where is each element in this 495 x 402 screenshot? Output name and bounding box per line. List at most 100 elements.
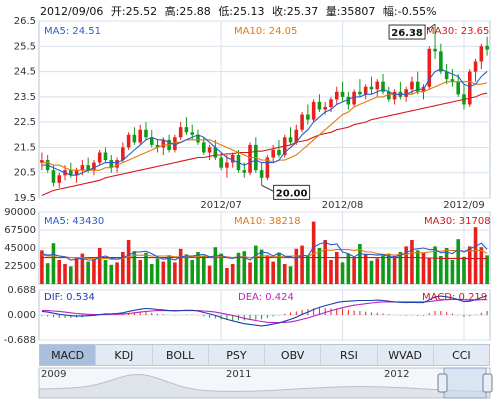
volume-panel: 90000 67500 45000 22500 MA5: 43430 MA10: 3821… [4,207,491,285]
volume-bar [392,256,397,284]
volume-bar [184,254,189,284]
candle-body [207,147,212,153]
candle-body [288,137,293,143]
candle-body [467,71,472,105]
tab-kdj[interactable]: KDJ [96,345,153,365]
tab-cci[interactable]: CCI [452,348,471,362]
volume-bar [277,252,281,284]
volume-bar [369,260,374,284]
price-plot-area [38,20,491,199]
price-panel: 26.5 25.5 24.5 23.5 22.5 21.5 20.5 19.5 2012/07 2… [14,16,491,211]
price-y-tick: 22.5 [14,117,36,128]
volume-bar [103,260,108,284]
volume-bar [288,266,293,284]
quote-date: 2012/09/06 [40,5,104,18]
volume-bar [410,240,414,284]
volume-bar [467,246,472,284]
volume-bar [352,257,356,284]
overview-handle-right[interactable] [482,373,493,393]
volume-bar [323,240,328,284]
volume-bar [132,251,137,284]
quote-high: 高:25.88 [164,5,211,18]
candle-body [190,132,195,135]
ma5-line [41,68,488,176]
quote-low: 低:25.13 [218,5,265,18]
tab-wvad[interactable]: WVAD [378,345,434,365]
overview-handle-left[interactable] [437,373,448,393]
tab-boll[interactable]: BOLL [153,345,209,365]
volume-bar [271,261,275,284]
candle-body [86,165,90,171]
low-label-box [273,184,311,200]
candle-body [392,91,397,100]
volume-bar [450,260,455,284]
volume-bar [248,262,252,284]
volume-bar [45,263,50,284]
volume-bar [178,248,183,284]
volume-bar [86,261,90,284]
candle-body [311,101,316,120]
candle-body [404,89,408,97]
tab-rsi[interactable]: RSI [321,345,378,365]
price-y-tick: 21.5 [14,142,36,153]
candle-body [352,91,356,105]
volume-y-tick: 67500 [4,225,36,236]
ma30-line [41,92,488,197]
candle-body [80,165,85,171]
candle-body [410,81,414,90]
candle-body [51,170,56,183]
price-x-label: 2012/07 [200,200,242,211]
price-y-tick: 26.5 [14,16,36,27]
tab-obv[interactable]: OBV [265,345,322,365]
candle-body [259,170,264,178]
overview-panel: 2009 2011 2012 [38,367,493,399]
candle-body [173,137,177,150]
volume-bar [427,257,432,284]
ma30-legend: MA30: 23.65 [426,26,489,37]
quote-change: 幅:-0.55% [382,5,437,18]
volume-bar [225,268,229,284]
candle-body [334,91,339,100]
candle-body [375,81,380,90]
volume-bar [213,247,218,284]
price-y-tick: 24.5 [14,67,36,78]
candle-body [369,86,374,90]
volume-bar [329,260,333,284]
candle-body [300,114,304,130]
low-pointer [261,184,274,192]
price-x-label: 2012/09 [443,200,485,211]
volume-ma5-line [41,241,488,261]
volume-bar [346,253,351,284]
candle-body [485,45,489,50]
candle-body [265,157,270,178]
candle-body [40,160,44,163]
volume-bar [340,262,345,284]
candle-body [219,157,223,168]
dea-legend: DEA: 0.424 [238,292,294,303]
candle-body [340,91,345,97]
volume-bar [236,252,241,284]
price-y-tick: 25.5 [14,41,36,52]
candle-body [109,160,114,168]
macd-y-tick: 0.000 [7,310,36,321]
tab-psy[interactable]: PSY [209,345,265,365]
volume-ma30-line [41,257,488,260]
candle-body [444,71,449,80]
candle-body [230,155,235,163]
volume-bar [219,253,223,284]
candle-body [381,81,385,92]
volume-bar [40,250,44,284]
volume-bar [138,260,142,284]
volume-bar [97,248,102,284]
price-y-tick: 23.5 [14,92,36,103]
candle-body [271,149,275,158]
candle-body [225,162,229,168]
volume-bar [254,245,258,284]
volume-bar [190,260,195,284]
tab-macd[interactable]: MACD [40,345,97,365]
volume-bar [294,248,299,284]
volume-bar [433,246,437,284]
volume-bar [207,265,212,284]
